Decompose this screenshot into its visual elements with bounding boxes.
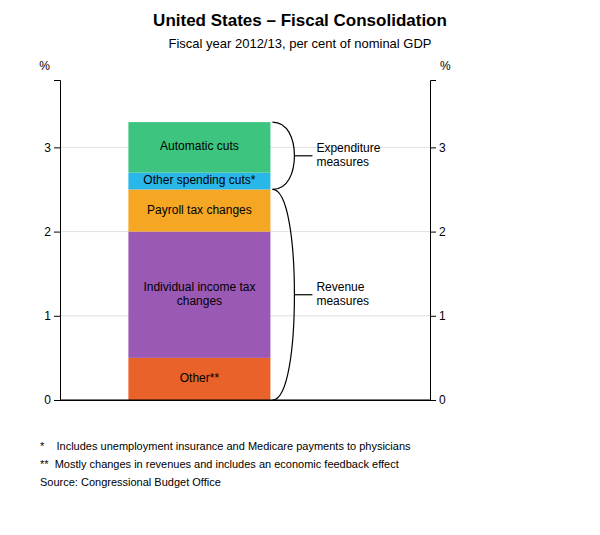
bar-segment — [128, 358, 270, 400]
bracket — [272, 189, 294, 400]
segment-label: Other** — [180, 371, 220, 385]
tick: 0 — [44, 393, 60, 407]
tick: 3 — [430, 141, 446, 155]
tick-mark — [430, 147, 436, 148]
tick-label: 1 — [439, 309, 446, 323]
footnote: Source: Congressional Budget Office — [40, 476, 221, 488]
segment-label: Payroll tax changes — [147, 203, 252, 217]
tick-mark — [430, 232, 436, 233]
bars — [128, 122, 270, 400]
y-axis: 0 1 2 3 — [44, 81, 60, 408]
annotation-label: Expendituremeasures — [316, 141, 380, 169]
y2-axis-title: % — [440, 59, 451, 73]
tick-mark — [54, 400, 60, 401]
bar-segment — [128, 122, 270, 173]
bar-segment — [128, 189, 270, 231]
annotations: Expendituremeasures Revenuemeasures — [272, 122, 380, 400]
tick-label: 2 — [44, 225, 51, 239]
grid — [60, 147, 430, 400]
tick-label: 2 — [439, 225, 446, 239]
axis-line — [61, 400, 431, 401]
tick-label: 0 — [439, 393, 446, 407]
tick-mark — [54, 147, 60, 148]
bracket — [272, 122, 294, 189]
tick-mark — [54, 316, 60, 317]
grid-line — [60, 400, 430, 401]
bar-segment — [128, 173, 270, 190]
y2-axis: 0 1 2 3 — [430, 81, 446, 408]
bar-segment — [128, 232, 270, 358]
tick: 0 — [430, 393, 446, 407]
tick-label: 1 — [44, 309, 51, 323]
tick-mark — [54, 232, 60, 233]
x-axis — [61, 400, 431, 402]
segment-labels: Other** Individual income taxchanges Payro… — [143, 140, 255, 386]
tick-label: 3 — [439, 141, 446, 155]
bracket-pointer — [294, 294, 312, 295]
tick-mark — [430, 316, 436, 317]
tick: 1 — [44, 309, 60, 323]
footnote: ** Mostly changes in revenues and includ… — [40, 458, 399, 470]
subtitle: Fiscal year 2012/13, per cent of nominal… — [168, 36, 431, 51]
tick-mark — [430, 400, 436, 401]
tick-label: 0 — [44, 393, 51, 407]
bracket-pointer — [294, 155, 312, 156]
tick: 2 — [44, 225, 60, 239]
footnotes: * Includes unemployment insurance and Me… — [40, 440, 411, 488]
segment-label: Individual income taxchanges — [143, 280, 255, 308]
y-axis-title: % — [39, 59, 50, 73]
segment-label: Other spending cuts* — [143, 173, 255, 187]
footnote: * Includes unemployment insurance and Me… — [40, 440, 411, 452]
title: United States – Fiscal Consolidation — [153, 11, 447, 30]
axis-line — [431, 81, 437, 401]
annotation-label: Revenuemeasures — [316, 280, 369, 308]
chart: United States – Fiscal Consolidation Fisc… — [0, 0, 600, 535]
tick-label: 3 — [44, 141, 51, 155]
segment-label: Automatic cuts — [160, 140, 239, 154]
x-axis-baseline — [60, 400, 430, 401]
tick: 1 — [430, 309, 446, 323]
axis-line — [54, 81, 61, 401]
tick: 2 — [430, 225, 446, 239]
tick: 3 — [44, 141, 60, 155]
